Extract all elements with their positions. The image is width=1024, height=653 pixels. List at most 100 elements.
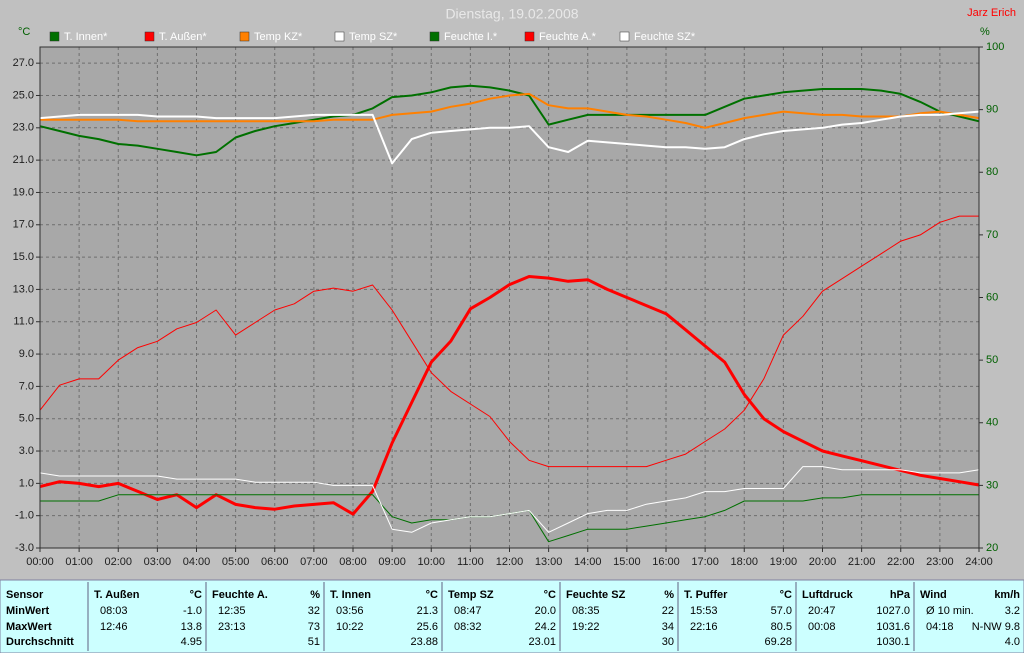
value-cell: 1031.6: [876, 621, 910, 633]
group-name: T. Außen: [94, 589, 140, 601]
time-cell: Ø 10 min.: [926, 605, 974, 617]
grid: [39, 47, 980, 549]
group-unit: °C: [190, 589, 202, 601]
time-cell: 12:46: [100, 621, 128, 633]
y-tick-label: 19.0: [13, 186, 34, 198]
legend-label: T. Außen*: [159, 31, 207, 43]
group-name: T. Puffer: [684, 589, 728, 601]
avg-cell: 69.28: [764, 636, 792, 648]
value-cell: 24.2: [535, 621, 556, 633]
group-name: Temp SZ: [448, 589, 494, 601]
time-cell: 15:53: [690, 605, 718, 617]
x-tick-label: 00:00: [26, 556, 54, 568]
value-cell: 57.0: [771, 605, 792, 617]
legend-swatch: [144, 31, 155, 42]
stats-table: Sensor MinWert MaxWert Durchschnitt T. Außen…: [0, 579, 1024, 653]
value-cell: 22: [662, 605, 674, 617]
x-tick-label: 01:00: [65, 556, 93, 568]
x-tick-label: 21:00: [848, 556, 876, 568]
legend-label: T. Innen*: [64, 31, 108, 43]
y-tick-label: 15.0: [13, 251, 34, 263]
x-tick-label: 14:00: [574, 556, 602, 568]
time-cell: 08:47: [454, 605, 482, 617]
table-background: [0, 579, 1024, 653]
series-line: [39, 84, 980, 157]
x-tick-label: 23:00: [926, 556, 954, 568]
lines: [39, 84, 980, 543]
legend-swatch: [49, 31, 60, 42]
y2-tick-label: 30: [986, 479, 998, 491]
time-cell: 22:16: [690, 621, 718, 633]
legend-label: Temp SZ*: [349, 31, 398, 43]
series-line: [39, 275, 980, 516]
value-cell: 1027.0: [876, 605, 910, 617]
y-tick-label: 5.0: [19, 413, 34, 425]
y-tick-label: 21.0: [13, 154, 34, 166]
avg-cell: 23.88: [410, 636, 438, 648]
y-tick-label: 11.0: [13, 316, 34, 328]
time-cell: 08:03: [100, 605, 128, 617]
series-line: [39, 110, 980, 165]
value-cell: 21.3: [417, 605, 438, 617]
value-cell: -1.0: [183, 605, 202, 617]
x-tick-label: 04:00: [183, 556, 211, 568]
y-tick-label: 1.0: [19, 477, 34, 489]
y-tick-label: 13.0: [13, 283, 34, 295]
y2-tick-label: 40: [986, 417, 998, 429]
y-tick-label: 27.0: [13, 57, 34, 69]
legend-label: Feuchte SZ*: [634, 31, 696, 43]
time-cell: 23:13: [218, 621, 246, 633]
x-tick-label: 05:00: [222, 556, 250, 568]
value-cell: N-NW 9.8: [972, 621, 1020, 633]
value-cell: 34: [662, 621, 674, 633]
legend: T. Innen* T. Außen* Temp KZ* Temp SZ* Feucht…: [49, 31, 696, 43]
row-label: MaxWert: [6, 621, 52, 633]
time-cell: 12:35: [218, 605, 246, 617]
group-unit: km/h: [994, 589, 1020, 601]
x-tick-label: 08:00: [339, 556, 367, 568]
x-tick-label: 09:00: [378, 556, 406, 568]
y2-tick-label: 80: [986, 166, 998, 178]
y-tick-label: 25.0: [13, 89, 34, 101]
group-unit: %: [310, 589, 320, 601]
x-tick-label: 12:00: [496, 556, 524, 568]
group-unit: °C: [426, 589, 438, 601]
avg-cell: 30: [662, 636, 674, 648]
time-cell: 00:08: [808, 621, 836, 633]
value-cell: 80.5: [771, 621, 792, 633]
avg-cell: 23.01: [528, 636, 556, 648]
group-name: Feuchte SZ: [566, 589, 626, 601]
legend-label: Temp KZ*: [254, 31, 303, 43]
y2-tick-label: 20: [986, 542, 998, 554]
x-tick-label: 22:00: [887, 556, 915, 568]
x-tick-label: 24:00: [965, 556, 993, 568]
time-cell: 08:32: [454, 621, 482, 633]
x-tick-label: 20:00: [809, 556, 837, 568]
group-unit: hPa: [890, 589, 911, 601]
group-name: Luftdruck: [802, 589, 854, 601]
x-tick-label: 06:00: [261, 556, 289, 568]
legend-swatch: [239, 31, 250, 42]
y2-tick-label: 100: [986, 41, 1004, 53]
legend-label: Feuchte A.*: [539, 31, 597, 43]
y-axis-label: °C: [18, 26, 30, 38]
legend-swatch: [619, 31, 630, 42]
value-cell: 20.0: [535, 605, 556, 617]
y-tick-label: -3.0: [15, 542, 34, 554]
x-tick-label: 10:00: [417, 556, 445, 568]
y-tick-label: 9.0: [19, 348, 34, 360]
time-cell: 10:22: [336, 621, 364, 633]
time-cell: 08:35: [572, 605, 600, 617]
chart-title: Dienstag, 19.02.2008: [445, 6, 578, 22]
y2-tick-label: 50: [986, 354, 998, 366]
value-cell: 13.8: [181, 621, 202, 633]
x-tick-label: 13:00: [535, 556, 563, 568]
y2-tick-label: 90: [986, 104, 998, 116]
group-unit: %: [664, 589, 674, 601]
x-tick-label: 18:00: [730, 556, 758, 568]
y2-tick-label: 60: [986, 291, 998, 303]
y-tick-label: 23.0: [13, 122, 34, 134]
legend-swatch: [429, 31, 440, 42]
